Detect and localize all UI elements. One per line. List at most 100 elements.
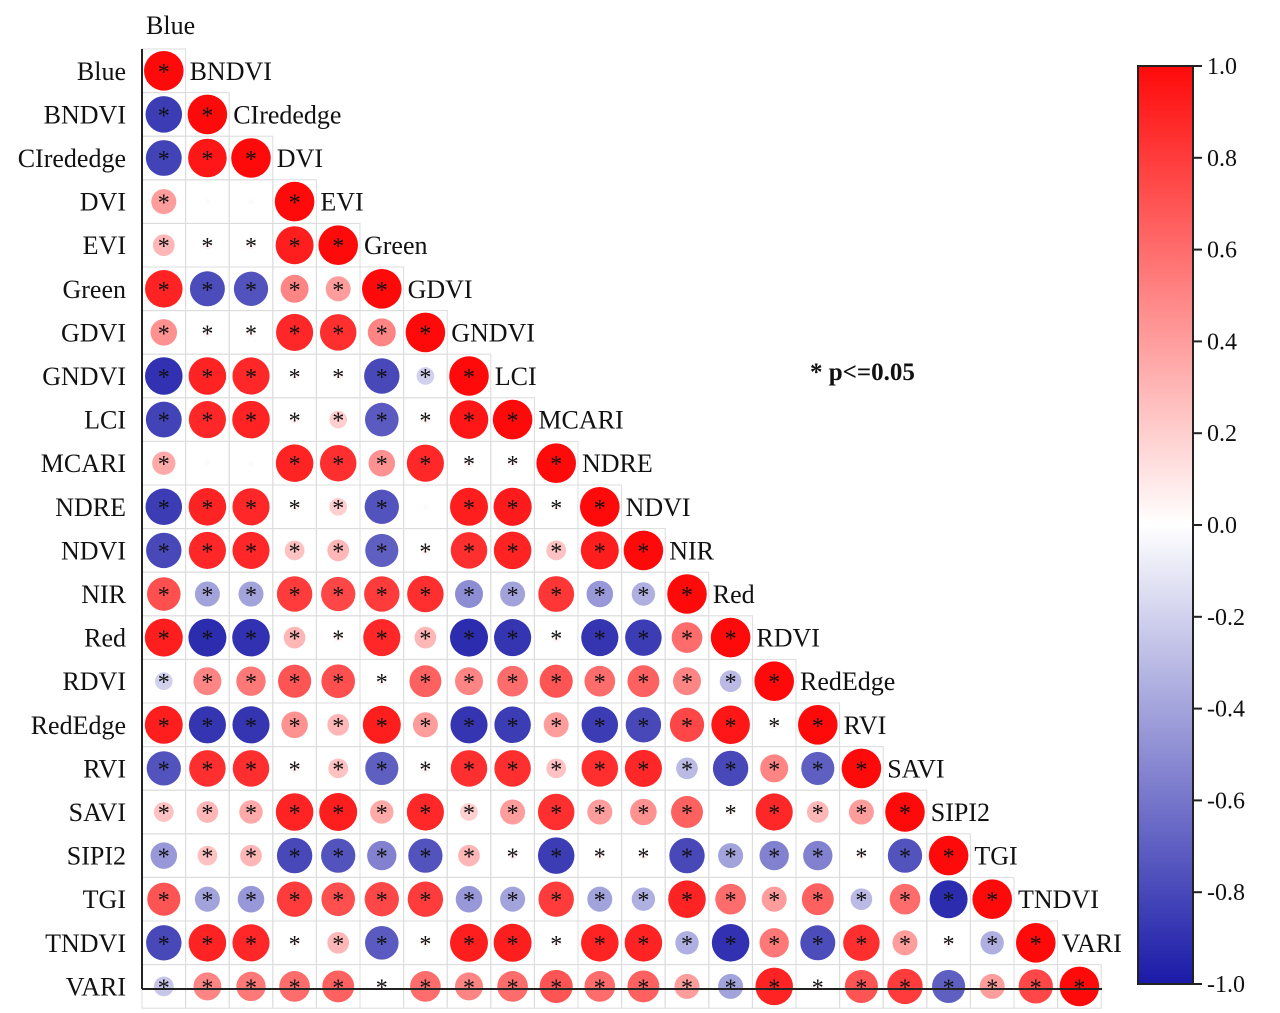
correlation-circle bbox=[932, 969, 966, 1003]
correlation-circle bbox=[539, 664, 573, 698]
correlation-circle bbox=[188, 924, 227, 962]
significance-star: * bbox=[986, 888, 998, 914]
significance-star: * bbox=[376, 496, 388, 522]
significance-star: * bbox=[507, 496, 519, 522]
correlation-circle bbox=[806, 801, 829, 823]
correlation-circle bbox=[146, 532, 182, 569]
correlation-circle bbox=[422, 504, 429, 510]
correlation-circle bbox=[420, 545, 430, 555]
correlation-circle bbox=[239, 800, 263, 824]
correlation-circle bbox=[202, 240, 212, 250]
correlation-circle bbox=[493, 531, 532, 570]
correlation-circle bbox=[248, 198, 254, 205]
significance-star: * bbox=[289, 801, 301, 827]
correlation-circle bbox=[188, 357, 227, 395]
row-label: NDVI bbox=[61, 536, 126, 565]
significance-star: * bbox=[376, 278, 388, 304]
correlation-circle bbox=[154, 672, 173, 691]
significance-star: * bbox=[463, 888, 475, 914]
significance-star: * bbox=[637, 932, 649, 958]
correlation-circle bbox=[711, 924, 750, 962]
correlation-circle bbox=[246, 240, 256, 250]
correlation-circle bbox=[188, 488, 227, 526]
correlation-circle bbox=[327, 713, 350, 736]
correlation-circle bbox=[584, 971, 616, 1002]
significance-star: * bbox=[637, 539, 649, 565]
correlation-circle bbox=[455, 667, 483, 696]
correlation-circle bbox=[280, 274, 309, 303]
significance-star: * bbox=[463, 757, 475, 783]
significance-star: * bbox=[550, 801, 562, 827]
correlation-circle bbox=[193, 667, 222, 696]
row-label: RVI bbox=[83, 754, 126, 783]
significance-star: * bbox=[332, 452, 344, 478]
significance-star: * bbox=[550, 932, 562, 958]
correlation-circle bbox=[145, 488, 183, 526]
correlation-circle bbox=[318, 225, 359, 265]
correlation-circle bbox=[450, 750, 488, 787]
correlation-circle bbox=[508, 458, 518, 468]
significance-star: * bbox=[637, 583, 649, 609]
correlation-circle bbox=[367, 318, 396, 347]
significance-star: * bbox=[681, 757, 693, 783]
row-label: Green bbox=[62, 275, 126, 304]
correlation-circle bbox=[638, 851, 648, 861]
row-label: RDVI bbox=[62, 667, 126, 696]
correlation-circle bbox=[450, 618, 488, 657]
significance-star: * bbox=[376, 888, 388, 914]
significance-star: * bbox=[289, 452, 301, 478]
correlation-circle bbox=[409, 665, 442, 698]
correlation-circle bbox=[329, 410, 348, 429]
significance-star: * bbox=[681, 888, 693, 914]
correlation-circle bbox=[410, 971, 441, 1002]
correlation-circle bbox=[236, 666, 266, 696]
correlation-circle bbox=[144, 51, 184, 91]
colorbar-tick-label: 0.2 bbox=[1207, 421, 1237, 447]
correlation-circle bbox=[1016, 923, 1056, 963]
significance-star: * bbox=[158, 409, 170, 435]
significance-star: * bbox=[289, 234, 301, 260]
significance-star: * bbox=[812, 845, 824, 871]
row-label: EVI bbox=[83, 231, 126, 260]
significance-star: * bbox=[201, 888, 213, 914]
correlation-circle bbox=[362, 705, 401, 744]
significance-star: * bbox=[376, 365, 388, 391]
significance-star: * bbox=[376, 932, 388, 958]
correlation-circle bbox=[202, 327, 212, 337]
correlation-circle bbox=[150, 842, 178, 869]
correlation-circle bbox=[587, 799, 613, 825]
significance-star: * bbox=[201, 801, 213, 827]
significance-star: * bbox=[507, 888, 519, 914]
correlation-circle bbox=[671, 796, 703, 828]
colorbar-tick-label: 0.6 bbox=[1207, 238, 1237, 264]
significance-star: * bbox=[768, 801, 780, 827]
correlation-circle bbox=[450, 487, 488, 526]
significance-star: * bbox=[550, 539, 562, 565]
correlation-circle bbox=[232, 618, 270, 657]
significance-star: * bbox=[245, 932, 257, 958]
significance-star: * bbox=[812, 932, 824, 958]
significance-star: * bbox=[637, 845, 649, 871]
colorbar-tick-label: -1.0 bbox=[1207, 972, 1245, 998]
correlation-circle bbox=[275, 793, 314, 831]
colorbar: 1.0 0.8 0.6 0.4 0.2 0.0 -0.2 -0.4 -0.6 -0.8 -1.0 bbox=[1137, 54, 1245, 998]
diagonal-label: TGI bbox=[974, 842, 1017, 871]
significance-star: * bbox=[594, 801, 606, 827]
row-label: DVI bbox=[80, 188, 126, 217]
correlation-circle bbox=[150, 319, 178, 346]
correlation-circle bbox=[718, 973, 744, 999]
correlation-circle bbox=[232, 706, 270, 744]
correlation-circle bbox=[283, 626, 306, 649]
significance-star: * bbox=[201, 714, 213, 740]
correlation-circle bbox=[232, 750, 270, 787]
significance-star: * bbox=[507, 452, 519, 478]
significance-star: * bbox=[419, 801, 431, 827]
row-label: SAVI bbox=[69, 798, 126, 827]
correlation-circle bbox=[539, 969, 573, 1003]
correlation-circle bbox=[325, 276, 351, 302]
correlation-circle bbox=[546, 758, 567, 779]
significance-star: * bbox=[855, 888, 867, 914]
row-label: MCARI bbox=[41, 449, 126, 478]
significance-star: * bbox=[637, 670, 649, 696]
